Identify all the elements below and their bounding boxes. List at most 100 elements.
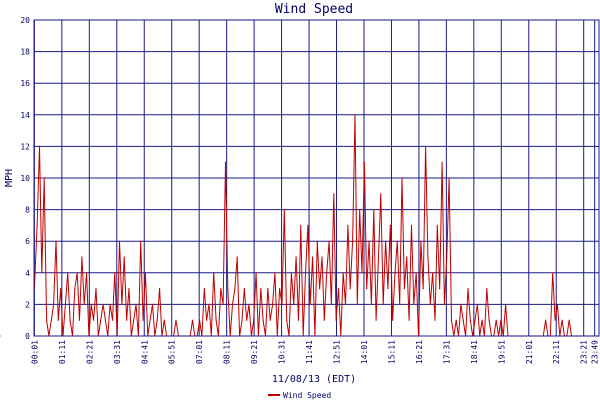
data-point (95, 288, 96, 289)
data-point (307, 225, 308, 226)
data-point (105, 320, 106, 321)
data-point (406, 256, 407, 257)
data-point (248, 304, 249, 305)
x-tick-label: 02:21 (85, 340, 94, 364)
data-point (150, 320, 151, 321)
data-point (347, 225, 348, 226)
x-tick-label: 00:01 (30, 340, 39, 364)
data-point (67, 272, 68, 273)
data-point (272, 304, 273, 305)
data-point (157, 320, 158, 321)
data-point (569, 320, 570, 321)
data-point (220, 288, 221, 289)
data-point (60, 288, 61, 289)
data-point (305, 272, 306, 273)
data-point (312, 256, 313, 257)
x-tick-label: 10:31 (278, 340, 287, 364)
data-point (477, 304, 478, 305)
y-axis-label: MPH (4, 169, 15, 187)
data-point (175, 320, 176, 321)
data-point (401, 177, 402, 178)
data-point (427, 256, 428, 257)
data-point (423, 288, 424, 289)
data-point (451, 320, 452, 321)
y-tick-label: 4 (25, 269, 30, 278)
data-point (505, 304, 506, 305)
x-tick-label: 21:01 (525, 340, 534, 364)
data-point (65, 304, 66, 305)
data-point (263, 320, 264, 321)
data-point (359, 209, 360, 210)
data-point (390, 225, 391, 226)
data-point (383, 304, 384, 305)
legend: Wind Speed (268, 391, 331, 400)
data-point (145, 272, 146, 273)
data-point (357, 304, 358, 305)
data-point (284, 209, 285, 210)
y-tick-labels: 0 2 4 6 8 10 12 14 16 18 20 (20, 16, 30, 341)
data-point (0, 335, 1, 336)
data-point (552, 272, 553, 273)
data-point (55, 241, 56, 242)
x-tick-label: 22:11 (552, 340, 561, 364)
x-axis-label: 11/08/13 (EDT) (272, 374, 356, 385)
data-point (39, 146, 40, 147)
x-tick-label: 04:41 (140, 340, 149, 364)
data-point (387, 288, 388, 289)
data-point (267, 288, 268, 289)
y-tick-label: 18 (20, 48, 30, 57)
data-point (296, 256, 297, 257)
x-tick-label: 03:31 (113, 340, 122, 364)
data-point (46, 320, 47, 321)
data-point (456, 320, 457, 321)
data-point (44, 177, 45, 178)
data-point (86, 272, 87, 273)
data-point (256, 272, 257, 273)
data-point (310, 304, 311, 305)
data-point (121, 304, 122, 305)
data-point (343, 272, 344, 273)
y-tick-label: 8 (25, 206, 30, 215)
data-point (496, 320, 497, 321)
data-point (124, 256, 125, 257)
data-point (206, 320, 207, 321)
y-tick-label: 12 (20, 142, 30, 151)
x-tick-label: 12:51 (333, 340, 342, 364)
data-point (333, 193, 334, 194)
data-point (380, 193, 381, 194)
x-tick-label: 01:11 (58, 340, 67, 364)
data-point (298, 320, 299, 321)
data-point (164, 320, 165, 321)
data-point (399, 304, 400, 305)
data-point (79, 320, 80, 321)
y-tick-label: 2 (25, 300, 30, 309)
data-point (394, 272, 395, 273)
data-point (279, 288, 280, 289)
x-tick-label: 08:11 (223, 340, 232, 364)
y-tick-label: 0 (25, 332, 30, 341)
data-point (135, 304, 136, 305)
data-point (324, 320, 325, 321)
data-point (291, 272, 292, 273)
data-point (241, 320, 242, 321)
data-point (474, 320, 475, 321)
chart-title: Wind Speed (275, 2, 353, 17)
data-point (270, 320, 271, 321)
data-point (373, 209, 374, 210)
y-tick-label: 20 (20, 16, 30, 25)
data-point (192, 320, 193, 321)
data-point (70, 320, 71, 321)
data-point (223, 304, 224, 305)
data-point (366, 288, 367, 289)
data-point (425, 146, 426, 147)
x-tick-label: 19:51 (497, 340, 506, 364)
data-point (100, 320, 101, 321)
data-point (354, 114, 355, 115)
data-point (420, 241, 421, 242)
data-point (470, 320, 471, 321)
y-tick-label: 6 (25, 237, 30, 246)
data-point (557, 304, 558, 305)
x-tick-label: 14:01 (360, 340, 369, 364)
data-point (81, 256, 82, 257)
